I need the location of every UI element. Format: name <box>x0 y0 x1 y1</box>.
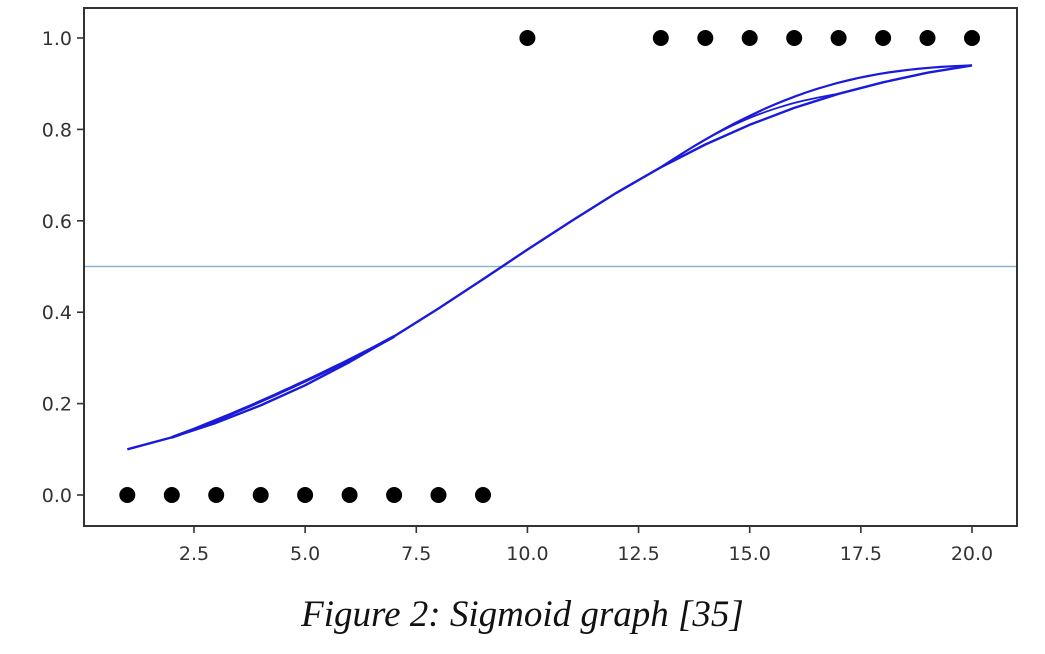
sigmoid-curve-main <box>126 64 973 451</box>
data-point <box>475 487 491 503</box>
y-tick-label: 0.6 <box>42 211 72 233</box>
data-points <box>119 30 980 503</box>
sigmoid-curve <box>126 64 973 451</box>
data-point <box>430 487 447 503</box>
data-point <box>386 487 403 503</box>
data-point <box>919 30 936 46</box>
data-point <box>741 30 758 46</box>
axes-frame <box>83 7 1018 527</box>
x-tick-label: 7.5 <box>401 543 431 565</box>
sigmoid-curve-strand <box>660 92 839 169</box>
axes-border <box>83 7 1018 527</box>
data-point <box>519 30 536 46</box>
data-point <box>252 487 269 503</box>
figure-caption: Figure 2: Sigmoid graph [35] <box>301 594 744 635</box>
sigmoid-curve-strand <box>171 335 395 439</box>
x-tick-label: 15.0 <box>729 543 771 565</box>
data-point <box>297 487 314 503</box>
data-point <box>341 487 358 503</box>
data-point <box>875 30 892 46</box>
data-point <box>163 487 180 503</box>
x-axis-ticks: 2.5 5.0 7.5 10.0 12.5 15.0 17.5 20.0 <box>179 526 993 565</box>
x-tick-label: 17.5 <box>840 543 882 565</box>
x-tick-label: 2.5 <box>179 543 209 565</box>
data-point <box>830 30 847 46</box>
data-point <box>208 487 225 503</box>
y-tick-label: 0.0 <box>42 485 72 507</box>
data-point <box>964 30 980 46</box>
y-tick-label: 0.4 <box>42 302 72 324</box>
x-tick-label: 10.0 <box>506 543 548 565</box>
x-tick-label: 20.0 <box>951 543 993 565</box>
x-tick-label: 5.0 <box>290 543 320 565</box>
sigmoid-chart: 2.5 5.0 7.5 10.0 12.5 15.0 17.5 20.0 0.00.20.40… <box>42 7 1018 565</box>
data-point <box>786 30 803 46</box>
y-tick-label: 0.8 <box>42 119 72 141</box>
y-axis-ticks: 0.0 0.2 0.4 0.6 0.8 1.0 <box>42 28 84 507</box>
data-point <box>697 30 714 46</box>
x-tick-label: 12.5 <box>617 543 659 565</box>
y-tick-label: 0.2 <box>42 394 72 416</box>
data-point <box>119 487 136 503</box>
data-point <box>652 30 669 46</box>
y-tick-label: 1.0 <box>42 28 72 50</box>
